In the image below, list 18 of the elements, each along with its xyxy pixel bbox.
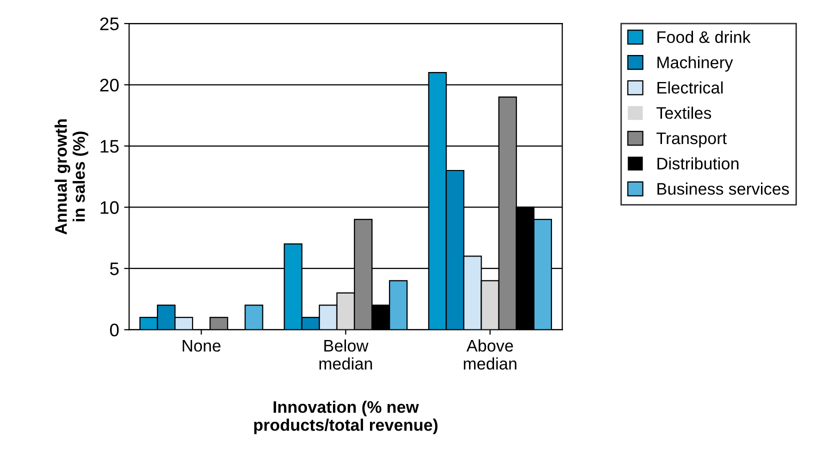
- legend-label: Business services: [658, 182, 789, 195]
- x-tick-label: None: [182, 340, 220, 352]
- y-tick-label: 10: [100, 201, 119, 214]
- x-tick-label: Below median: [319, 339, 372, 370]
- legend-label: Transport: [656, 132, 727, 148]
- y-tick-label: 20: [100, 78, 119, 92]
- legend-label: Machinery: [658, 56, 733, 72]
- y-tick-label: 15: [100, 140, 119, 153]
- legend-label: Textiles: [656, 106, 712, 119]
- y-axis-title: Annual growth in sales (%): [54, 119, 88, 235]
- y-tick-label: 5: [110, 262, 119, 276]
- y-tick-label: 0: [110, 324, 119, 336]
- legend-label: Electrical: [658, 81, 723, 94]
- legend-label: Food & drink: [658, 30, 751, 44]
- x-axis-title: Innovation (% new products/total revenue): [254, 400, 438, 434]
- legend-label: Distribution: [658, 157, 738, 170]
- y-tick-label: 25: [100, 17, 119, 30]
- x-tick-label: Above median: [464, 339, 516, 370]
